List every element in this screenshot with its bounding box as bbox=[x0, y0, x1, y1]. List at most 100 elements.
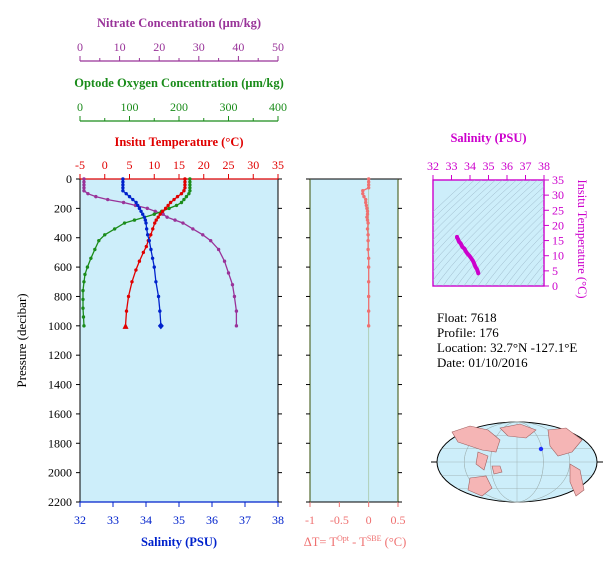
temperature-point bbox=[134, 268, 138, 272]
oxygen-point bbox=[93, 247, 97, 252]
oxygen-point bbox=[81, 306, 85, 310]
ts-isopycnal bbox=[484, 219, 544, 286]
map-land bbox=[569, 463, 585, 497]
temperature-tick-label: 25 bbox=[223, 158, 235, 172]
temperature-point bbox=[153, 221, 157, 225]
salinity-point bbox=[156, 294, 161, 299]
ts-isopycnal bbox=[470, 205, 544, 286]
salinity-point bbox=[134, 200, 138, 205]
oxygen-point bbox=[97, 238, 101, 243]
pressure-tick-label: 800 bbox=[54, 289, 72, 303]
ts-salinity-tick-label: 35 bbox=[483, 159, 495, 173]
salinity-tick-label: 38 bbox=[272, 513, 284, 527]
delta-t-point bbox=[366, 233, 370, 237]
ts-isopycnal bbox=[505, 240, 544, 286]
salinity-tick-label: 37 bbox=[239, 513, 251, 527]
salinity-point bbox=[149, 247, 153, 252]
salinity-point bbox=[152, 265, 156, 269]
ts-isopycnal bbox=[433, 180, 496, 241]
salinity-point bbox=[147, 238, 151, 243]
salinity-tick-label: 34 bbox=[140, 513, 152, 527]
oxygen-point bbox=[188, 177, 192, 181]
salinity-point bbox=[131, 197, 135, 202]
salinity-point bbox=[145, 233, 150, 237]
nitrate-tick-label: 40 bbox=[232, 40, 244, 54]
pressure-tick-label: 2000 bbox=[48, 466, 72, 480]
temperature-tick-label: 0 bbox=[102, 158, 108, 172]
oxygen-point bbox=[85, 265, 90, 269]
oxygen-point bbox=[83, 272, 87, 277]
nitrate-axis-title: Nitrate Concentration (μm/kg) bbox=[97, 16, 261, 30]
ts-temperature-tick-label: 30 bbox=[552, 188, 564, 202]
salinity-tick-label: 33 bbox=[107, 513, 119, 527]
salinity-point bbox=[121, 183, 125, 187]
delta-t-point bbox=[365, 212, 370, 216]
ts-isopycnal bbox=[433, 180, 531, 281]
temperature-point bbox=[149, 233, 153, 237]
nitrate-point bbox=[191, 227, 195, 231]
delta-t-tick-label: 0 bbox=[366, 513, 372, 527]
ts-isopycnal bbox=[491, 226, 544, 286]
salinity-point bbox=[143, 218, 148, 222]
ts-salinity-tick-label: 38 bbox=[538, 159, 550, 173]
ts-salinity-tick-label: 32 bbox=[427, 159, 439, 173]
oxygen-point bbox=[187, 191, 191, 196]
delta-t-point bbox=[362, 194, 366, 199]
delta-t-point bbox=[366, 221, 370, 225]
temperature-tick-label: 15 bbox=[173, 158, 185, 172]
nitrate-tick-label: 20 bbox=[153, 40, 165, 54]
oxygen-point bbox=[182, 197, 186, 202]
ts-salinity-tick-label: 33 bbox=[446, 159, 458, 173]
temperature-point bbox=[156, 215, 160, 219]
delta-t-point bbox=[364, 200, 368, 205]
delta-t-point bbox=[365, 218, 370, 222]
pressure-tick-label: 600 bbox=[54, 260, 72, 274]
delta-t-point bbox=[366, 256, 371, 260]
ts-temperature-tick-label: 5 bbox=[552, 264, 558, 278]
nitrate-point bbox=[226, 271, 231, 275]
pressure-tick-label: 400 bbox=[54, 231, 72, 245]
oxygen-point bbox=[81, 297, 85, 302]
oxygen-point bbox=[122, 221, 127, 225]
salinity-point bbox=[142, 215, 147, 219]
delta-t-point bbox=[364, 197, 368, 202]
map-land bbox=[451, 425, 501, 453]
nitrate-point bbox=[82, 177, 86, 181]
oxygen-point bbox=[132, 218, 137, 222]
ts-isopycnal bbox=[498, 233, 544, 286]
nitrate-point bbox=[82, 189, 86, 193]
temperature-tick-label: 10 bbox=[148, 158, 160, 172]
delta-t-point bbox=[365, 206, 369, 211]
oxygen-point bbox=[82, 280, 86, 284]
delta-t-point bbox=[365, 227, 370, 231]
oxygen-tick-label: 0 bbox=[77, 100, 83, 114]
nitrate-point bbox=[153, 209, 157, 213]
oxygen-point bbox=[112, 227, 117, 231]
ts-salinity-title: Salinity (PSU) bbox=[450, 131, 526, 145]
delta-t-point bbox=[365, 215, 369, 219]
temperature-point bbox=[179, 191, 184, 196]
ts-isopycnal bbox=[433, 180, 503, 248]
temperature-point bbox=[168, 200, 173, 205]
salinity-tick-label: 36 bbox=[206, 513, 218, 527]
oxygen-point bbox=[179, 200, 184, 205]
salinity-point bbox=[127, 194, 132, 199]
date: Date: 01/10/2016 bbox=[437, 355, 528, 370]
delta-t-tick-label: 0.5 bbox=[391, 513, 406, 527]
ts-curve bbox=[455, 234, 481, 276]
salinity-point bbox=[144, 227, 149, 231]
ts-isopycnal bbox=[512, 247, 544, 286]
delta-t-point bbox=[366, 309, 371, 313]
salinity-point bbox=[137, 206, 142, 211]
oxygen-tick-label: 100 bbox=[121, 100, 139, 114]
salinity-point bbox=[139, 209, 143, 213]
ts-isopycnal bbox=[449, 186, 544, 286]
temperature-tick-label: -5 bbox=[75, 158, 85, 172]
nitrate-point bbox=[181, 221, 185, 225]
nitrate-tick-label: 10 bbox=[114, 40, 126, 54]
delta-t-point bbox=[366, 294, 371, 299]
delta-t-point bbox=[361, 191, 365, 196]
ts-isopycnal bbox=[526, 263, 544, 286]
delta-t-point bbox=[366, 238, 370, 243]
ts-isopycnal bbox=[477, 212, 544, 286]
